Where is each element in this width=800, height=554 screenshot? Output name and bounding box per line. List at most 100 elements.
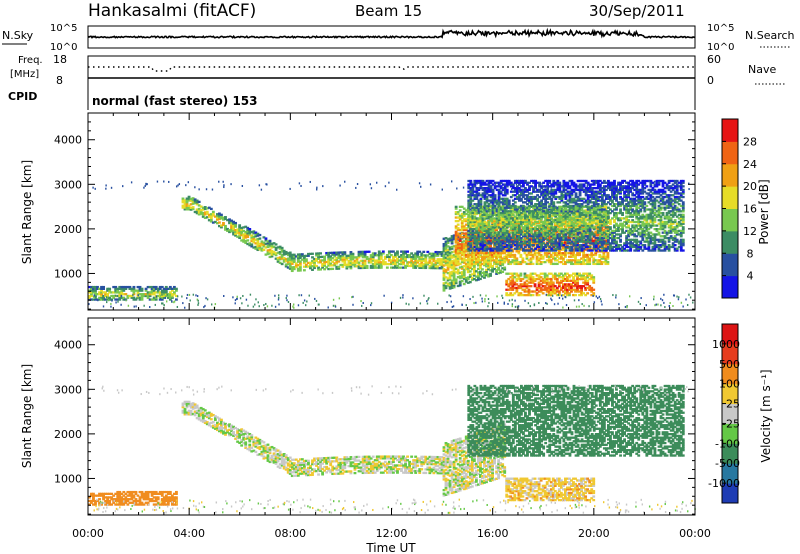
data-cell <box>604 205 608 208</box>
data-cell <box>473 190 477 193</box>
data-cell <box>90 294 93 298</box>
data-cell <box>503 268 507 271</box>
data-cell <box>476 228 480 232</box>
data-cell <box>547 257 551 260</box>
data-cell <box>483 255 486 258</box>
data-cell <box>489 235 492 238</box>
data-cell <box>600 257 604 260</box>
data-cell <box>268 248 272 251</box>
data-cell <box>256 239 260 243</box>
data-cell <box>600 227 604 230</box>
data-cell <box>319 259 322 262</box>
data-cell <box>549 272 553 275</box>
data-cell <box>331 264 335 267</box>
data-cell <box>479 265 482 268</box>
data-cell <box>499 206 503 209</box>
data-cell <box>396 250 399 253</box>
data-cell <box>213 215 217 218</box>
data-cell <box>213 220 217 224</box>
data-cell <box>475 226 479 229</box>
data-cell <box>398 259 401 262</box>
data-cell <box>154 298 158 301</box>
data-cell <box>442 273 446 276</box>
data-cell <box>499 227 503 231</box>
data-cell <box>557 252 561 255</box>
data-cell <box>476 252 480 255</box>
data-cell <box>120 287 124 290</box>
data-cell <box>246 233 250 237</box>
data-cell <box>230 219 233 222</box>
data-cell <box>108 289 112 292</box>
data-cell <box>513 286 517 290</box>
data-cell <box>509 292 513 295</box>
data-cell <box>529 285 533 288</box>
data-cell <box>412 255 416 259</box>
data-cell <box>88 291 91 294</box>
data-cell <box>495 223 499 226</box>
data-cell <box>497 249 501 252</box>
data-cell <box>527 259 531 262</box>
data-cell <box>522 204 525 208</box>
data-cell <box>460 243 464 246</box>
data-cell <box>90 289 93 292</box>
data-cell <box>373 261 377 264</box>
data-cell <box>479 197 483 200</box>
data-cell <box>475 224 479 227</box>
data-cell <box>563 223 567 226</box>
data-cell <box>515 250 519 253</box>
data-cell <box>472 253 476 257</box>
data-cell <box>420 263 424 266</box>
data-cell <box>305 258 308 261</box>
data-cell <box>90 293 93 296</box>
data-cell <box>596 260 600 264</box>
data-cell <box>495 181 499 184</box>
data-cell <box>353 261 357 264</box>
data-cell <box>230 226 233 229</box>
data-cell <box>389 262 393 266</box>
data-cell <box>361 252 365 255</box>
data-cell <box>525 257 529 260</box>
data-cell <box>329 255 333 258</box>
data-cell <box>527 216 531 219</box>
data-cell <box>493 244 497 247</box>
data-cell <box>580 277 583 281</box>
data-cell <box>572 276 575 279</box>
data-cell <box>501 213 505 217</box>
data-cell <box>185 208 189 211</box>
data-cell <box>472 265 476 268</box>
data-cell <box>474 259 478 262</box>
data-cell <box>396 259 399 262</box>
data-cell <box>164 287 168 290</box>
data-cell <box>406 250 409 253</box>
data-cell <box>158 285 162 289</box>
data-cell <box>483 224 487 227</box>
data-cell <box>588 274 592 277</box>
data-cell <box>481 233 485 236</box>
data-cell <box>288 255 292 258</box>
data-cell <box>473 235 477 238</box>
data-cell <box>525 276 529 279</box>
data-cell <box>513 281 517 284</box>
data-cell <box>450 272 454 275</box>
data-cell <box>501 235 505 238</box>
data-cell <box>379 252 383 255</box>
data-cell <box>254 238 258 241</box>
data-cell <box>529 260 533 264</box>
data-cell <box>333 258 337 262</box>
data-cell <box>464 239 468 242</box>
data-cell <box>509 279 513 282</box>
data-cell <box>588 277 592 281</box>
data-cell <box>525 290 529 293</box>
data-cell <box>168 287 172 290</box>
data-cell <box>471 236 475 240</box>
data-cell <box>491 188 495 192</box>
data-cell <box>566 252 569 255</box>
data-cell <box>292 267 296 271</box>
data-cell <box>479 219 483 222</box>
data-cell <box>460 246 464 249</box>
data-cell <box>503 257 507 260</box>
data-cell <box>481 181 485 184</box>
data-cell <box>559 207 563 210</box>
data-cell <box>272 251 276 254</box>
data-cell <box>511 281 515 284</box>
